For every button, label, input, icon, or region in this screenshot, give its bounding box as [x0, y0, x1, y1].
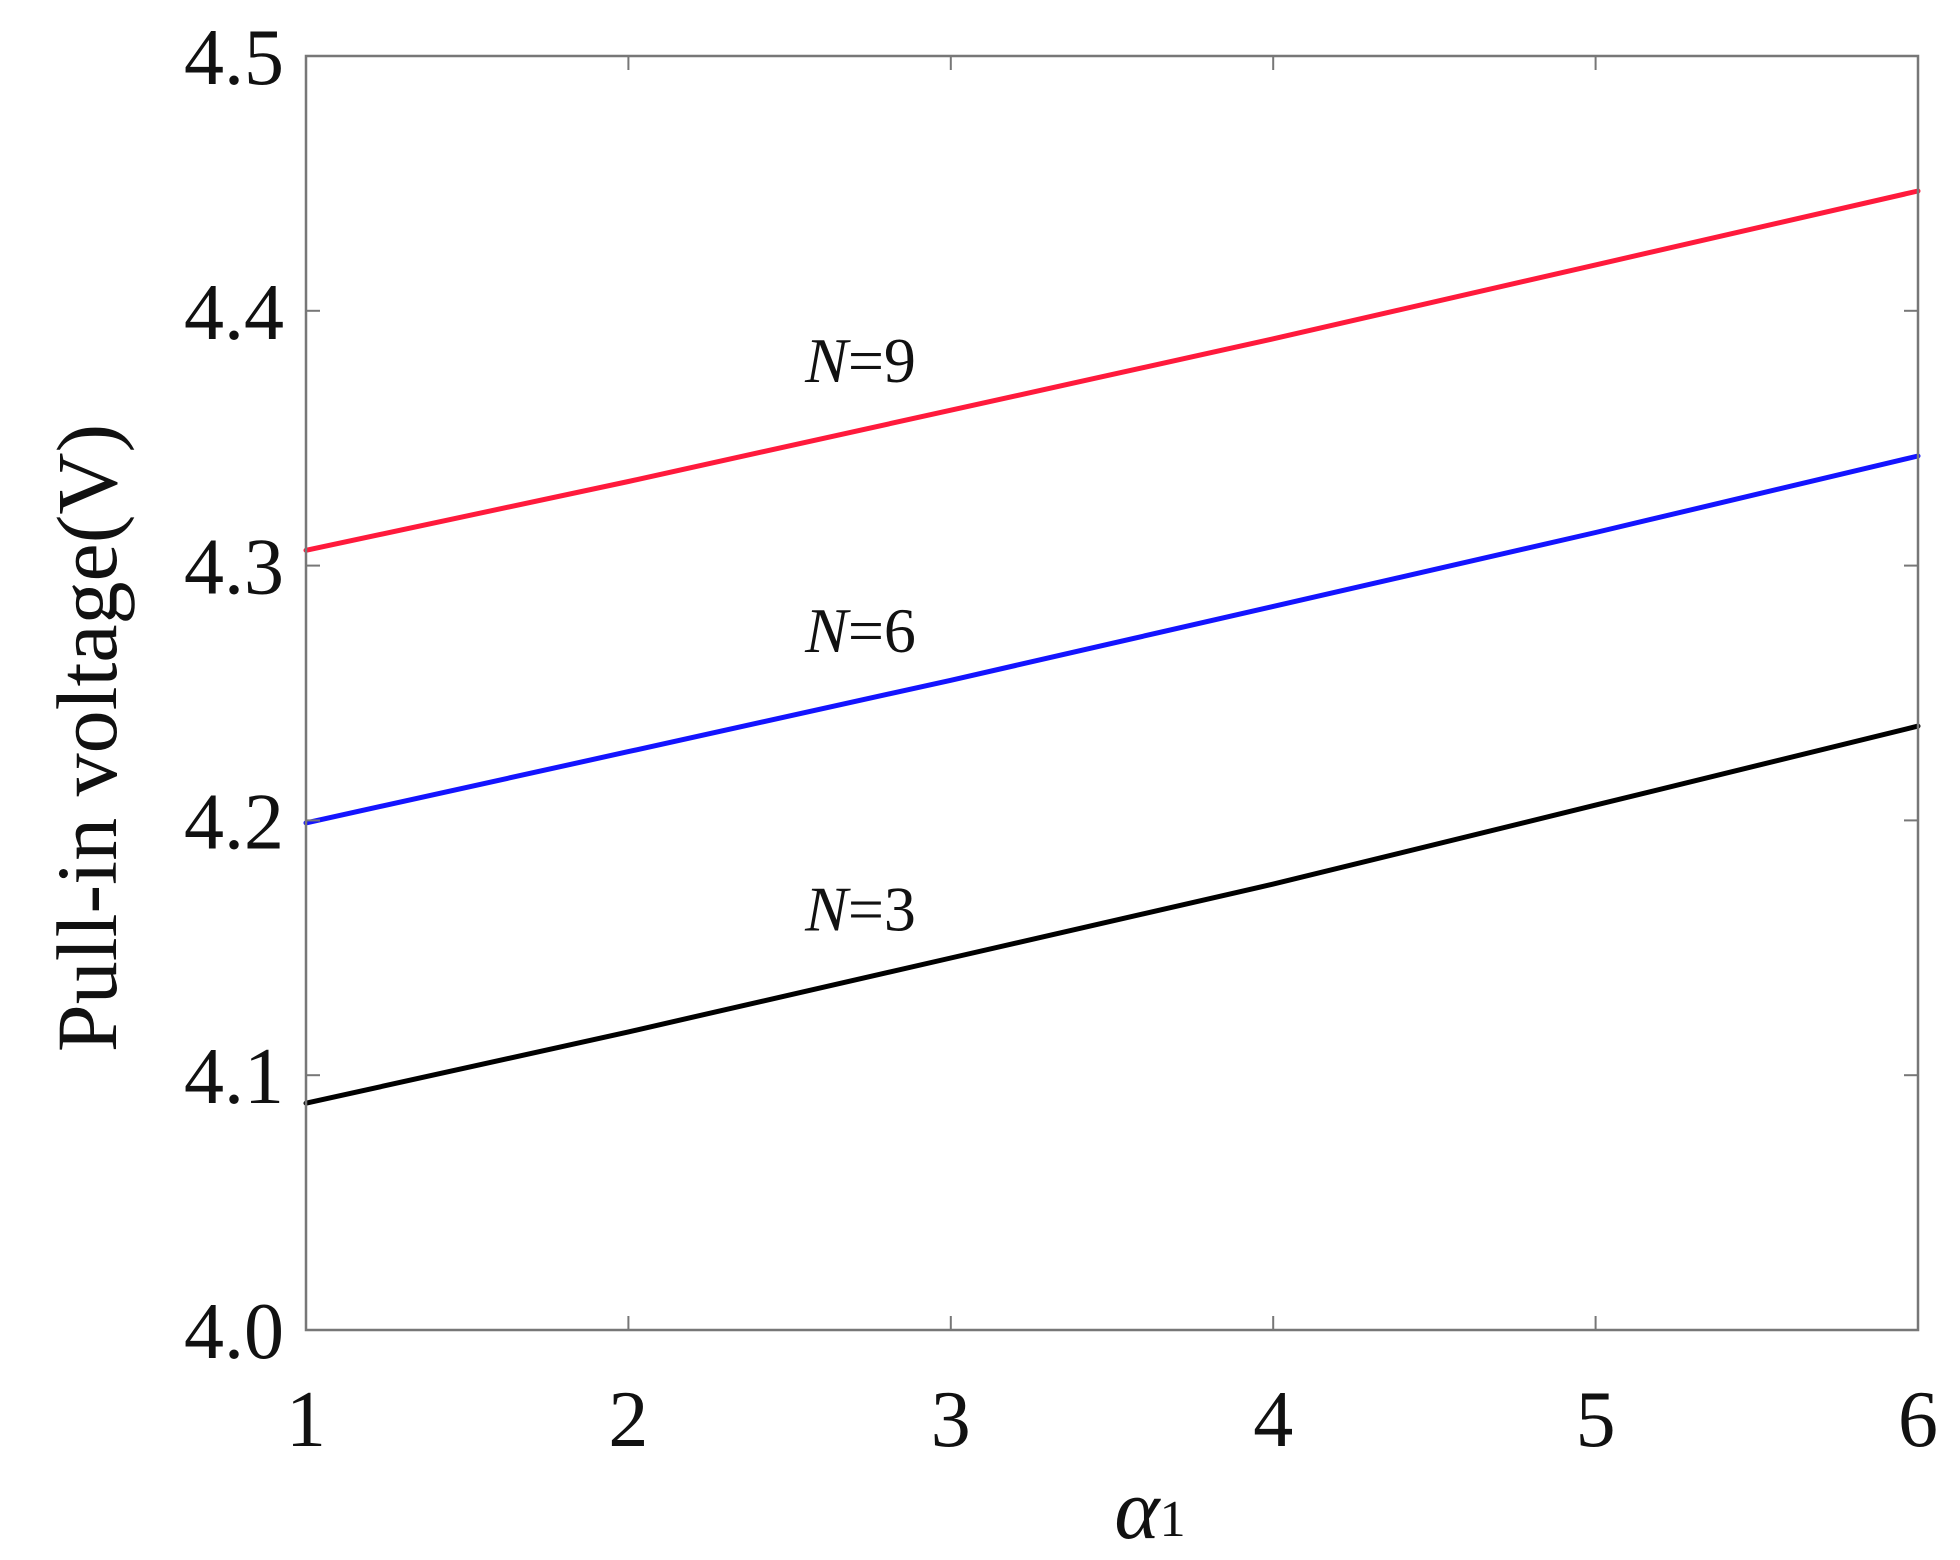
series-label-variable: N: [804, 874, 851, 945]
x-axis-subscript: 1: [1160, 1491, 1186, 1548]
series-label: N=3: [804, 874, 916, 945]
y-tick-label: 4.3: [184, 524, 284, 612]
y-tick-label: 4.0: [184, 1288, 284, 1376]
series-label-value: =9: [848, 325, 916, 396]
series-label-value: =3: [848, 874, 916, 945]
series-labels: N=9N=6N=3: [804, 325, 916, 945]
x-axis-label: α1: [1114, 1461, 1185, 1557]
x-tick-label: 3: [931, 1376, 971, 1464]
y-tick-labels: 4.0 4.1 4.2 4.3 4.4 4.5: [184, 14, 284, 1376]
x-tick-label: 1: [286, 1376, 326, 1464]
y-tick-label: 4.2: [184, 778, 284, 866]
series-label: N=6: [804, 595, 916, 666]
series-label: N=9: [804, 325, 916, 396]
x-tick-labels: 1 2 3 4 5 6: [286, 1376, 1938, 1464]
y-axis-label: Pull-in voltage(V): [39, 424, 135, 1052]
x-tick-label: 4: [1253, 1376, 1293, 1464]
series-label-value: =6: [848, 595, 916, 666]
series-line-n-6: [303, 453, 1921, 826]
series-line-n-9: [303, 188, 1921, 553]
series-layer: [303, 188, 1921, 1106]
plot-frame: [304, 54, 1920, 1332]
series-label-variable: N: [804, 325, 851, 396]
x-tick-label: 2: [608, 1376, 648, 1464]
series-label-variable: N: [804, 595, 851, 666]
x-tick-label: 5: [1576, 1376, 1616, 1464]
y-tick-label: 4.5: [184, 14, 284, 102]
y-tick-label: 4.1: [184, 1033, 284, 1121]
x-axis-symbol: α: [1114, 1461, 1161, 1557]
y-tick-label: 4.4: [184, 269, 284, 357]
x-tick-label: 6: [1898, 1376, 1938, 1464]
series-line-n-3: [303, 723, 1921, 1106]
